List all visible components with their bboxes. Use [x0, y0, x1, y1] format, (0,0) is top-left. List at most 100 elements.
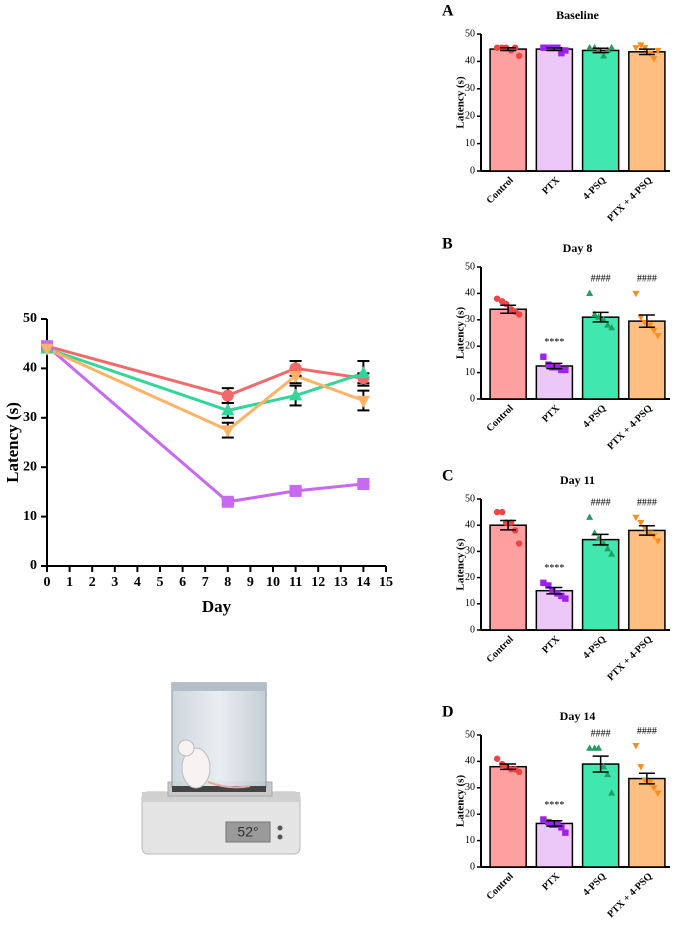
error-bar [638, 314, 655, 328]
x-tick-label: 4-PSQ [581, 175, 609, 203]
bar [489, 765, 527, 868]
data-point [540, 579, 547, 587]
x-tick-label: PTX [540, 633, 562, 655]
data-point [562, 366, 569, 374]
data-point [608, 43, 616, 51]
y-tick-label: 40 [465, 756, 475, 767]
data-point [604, 544, 612, 552]
data-point [608, 323, 616, 331]
data-point [549, 364, 556, 371]
data-point [562, 595, 569, 602]
point [289, 371, 303, 384]
y-tick-label: 50 [23, 311, 37, 326]
error-bar [592, 755, 609, 773]
y-tick-label: 0 [470, 393, 475, 404]
data-point [608, 789, 616, 796]
x-tick-label: 2 [89, 575, 96, 590]
bar [628, 51, 666, 172]
x-tick-label: Control [485, 403, 516, 434]
data-point [558, 366, 565, 374]
series-line [46, 344, 364, 398]
error-bar [638, 524, 655, 536]
error-bar [500, 304, 517, 314]
x-tick-label: Control [485, 871, 516, 902]
data-point [632, 45, 640, 52]
data-point [540, 353, 547, 360]
data-point [493, 44, 501, 51]
y-tick-label: 10 [465, 835, 475, 846]
y-tick-label: 20 [465, 572, 475, 583]
bar [581, 763, 620, 868]
data-point [637, 314, 645, 321]
error-bar [592, 47, 609, 54]
y-axis-label: Latency (s) [455, 775, 467, 828]
data-point [650, 56, 658, 63]
chart-title: Day 14 [560, 709, 596, 723]
error-bar [500, 46, 517, 52]
display-text: 52° [237, 824, 258, 840]
panel-letter: C [442, 468, 454, 485]
x-tick-label: PTX + 4-PSQ [605, 634, 654, 683]
significance-label: #### [637, 274, 657, 285]
significance-label: #### [591, 728, 611, 739]
x-tick-label: 12 [311, 575, 325, 590]
bar [581, 316, 620, 400]
error-bar [638, 48, 655, 56]
x-tick-label: 14 [356, 575, 370, 590]
bar [535, 48, 574, 172]
data-point [493, 508, 501, 516]
x-tick-label: 13 [334, 575, 348, 590]
x-tick-label: 5 [157, 575, 164, 590]
data-point [540, 816, 547, 823]
error-bar [546, 46, 563, 52]
chart-title: Day 11 [560, 473, 595, 487]
x-tick-label: 0 [44, 575, 51, 590]
y-tick-label: 40 [23, 361, 37, 376]
y-tick-label: 50 [465, 28, 475, 39]
data-point [545, 818, 552, 826]
significance-label: #### [637, 498, 657, 509]
chart-title: Baseline [556, 8, 599, 22]
y-tick-label: 0 [30, 558, 37, 573]
data-point [654, 333, 662, 340]
x-tick-label: 3 [111, 575, 118, 590]
data-point [493, 755, 501, 762]
data-point [498, 508, 506, 516]
data-point [554, 821, 561, 828]
x-tick-label: 15 [379, 575, 393, 590]
point [40, 343, 54, 356]
significance-label: #### [591, 498, 611, 509]
data-point [586, 513, 594, 520]
button [277, 825, 283, 831]
y-tick-label: 20 [465, 808, 475, 819]
error-bar [638, 772, 655, 785]
x-tick-label: 7 [202, 575, 209, 590]
point [356, 366, 370, 379]
point [221, 495, 234, 508]
point [221, 425, 235, 438]
data-point [632, 514, 640, 522]
significance-label: **** [544, 337, 564, 348]
data-point [540, 44, 547, 51]
data-point [600, 762, 608, 770]
y-tick-label: 40 [465, 56, 475, 67]
data-point [650, 327, 658, 335]
chart-title: Day 8 [563, 241, 593, 255]
y-tick-label: 30 [465, 314, 475, 325]
point [289, 484, 302, 497]
data-point [604, 321, 612, 328]
x-tick-label: 9 [247, 575, 254, 590]
y-axis-label: Latency (s) [455, 307, 467, 360]
data-point [515, 768, 523, 776]
hot-plate-illustration: 52° [141, 682, 301, 855]
y-tick-label: 50 [465, 493, 475, 504]
y-tick-label: 10 [465, 367, 475, 378]
x-tick-label: 10 [266, 575, 280, 590]
data-point [654, 790, 662, 797]
hot-surface [172, 786, 266, 792]
data-point [632, 290, 640, 298]
data-point [654, 47, 662, 55]
data-point [595, 744, 603, 751]
y-tick-label: 40 [465, 519, 475, 530]
